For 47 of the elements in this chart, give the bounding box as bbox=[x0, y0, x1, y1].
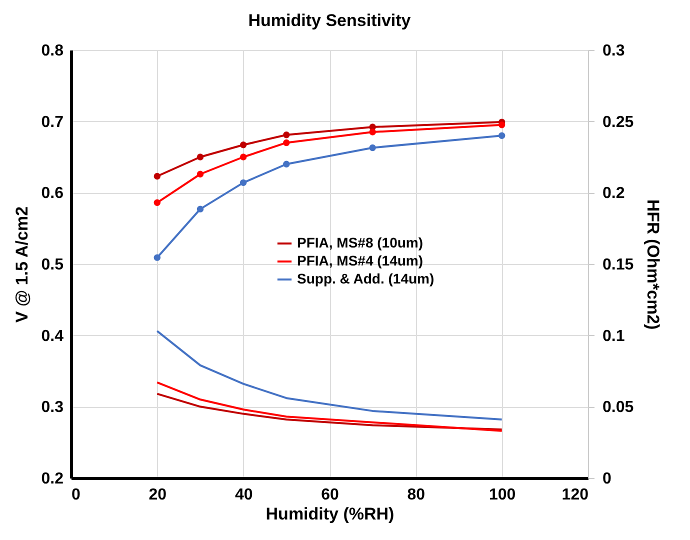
x-tick-label: 20 bbox=[148, 486, 167, 504]
point bbox=[196, 170, 204, 178]
point bbox=[240, 179, 247, 186]
point bbox=[240, 154, 247, 160]
point bbox=[154, 199, 161, 206]
point bbox=[498, 122, 506, 128]
x-tick-label: 80 bbox=[407, 486, 426, 504]
y-tick-label: 0.3 bbox=[41, 399, 64, 416]
legend-label: Supp. & Add. (14um) bbox=[297, 270, 434, 286]
y2-axis-title: HFR (Ohm*cm2) bbox=[644, 199, 663, 330]
y-tick-label: 0.5 bbox=[41, 256, 64, 274]
point bbox=[196, 206, 204, 212]
point bbox=[196, 154, 204, 160]
point bbox=[369, 144, 376, 152]
point bbox=[154, 172, 161, 180]
x-tick-label: 100 bbox=[488, 486, 516, 504]
point bbox=[283, 132, 290, 138]
y2-tick-label: 0.2 bbox=[602, 185, 625, 202]
point bbox=[240, 142, 247, 148]
line-series bbox=[156, 381, 503, 432]
y-tick-label: 0.4 bbox=[41, 328, 64, 345]
y2-tick-label: 0.1 bbox=[602, 328, 625, 345]
y2-tick-label: 0.05 bbox=[602, 399, 634, 416]
point bbox=[154, 254, 161, 261]
x-axis-title: Humidity (%RH) bbox=[266, 504, 394, 524]
point bbox=[498, 132, 506, 139]
y2-tick-label: 0 bbox=[602, 470, 612, 488]
y-tick-label: 0.7 bbox=[41, 114, 64, 131]
x-tick-label: 40 bbox=[234, 486, 253, 504]
x-tick-label: 120 bbox=[562, 486, 589, 504]
y2-tick-label: 0.3 bbox=[602, 42, 625, 60]
x-tick-label: 60 bbox=[321, 486, 339, 504]
line-series bbox=[156, 330, 503, 421]
y-tick-label: 0.6 bbox=[41, 185, 64, 202]
y-axis-title: V @ 1.5 A/cm2 bbox=[12, 206, 32, 323]
y2-tick-label: 0.15 bbox=[602, 256, 634, 274]
point bbox=[283, 160, 290, 168]
line-series bbox=[156, 392, 503, 430]
point bbox=[369, 128, 376, 136]
point bbox=[283, 139, 290, 146]
y2-tick-label: 0.25 bbox=[602, 114, 634, 131]
y-tick-label: 0.8 bbox=[41, 42, 64, 60]
legend-label: PFIA, MS#4 (14um) bbox=[297, 252, 424, 268]
chart-title: Humidity Sensitivity bbox=[248, 11, 412, 30]
x-tick-label: 0 bbox=[72, 486, 80, 504]
y-tick-label: 0.2 bbox=[41, 470, 64, 488]
legend-label: PFIA, MS#8 (10um) bbox=[297, 234, 424, 250]
